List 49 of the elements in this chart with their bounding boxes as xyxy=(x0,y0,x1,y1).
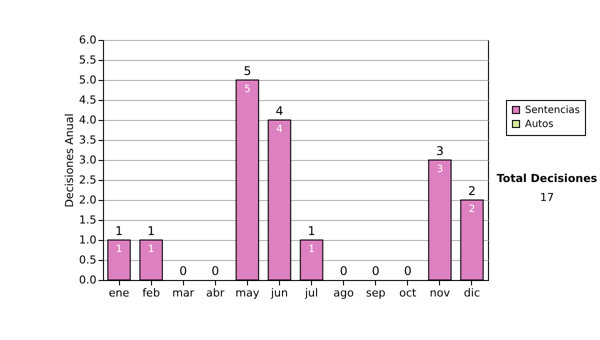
total-label: 5 xyxy=(244,64,252,78)
total-label: 0 xyxy=(404,264,412,278)
x-tick-label: jun xyxy=(270,286,288,300)
data-label: 5 xyxy=(244,84,251,95)
total-label: 0 xyxy=(179,264,188,278)
y-tick-label: 6.0 xyxy=(79,34,96,46)
data-label: 3 xyxy=(436,164,444,175)
x-tick-label: may xyxy=(235,286,260,300)
text: 17 xyxy=(539,191,555,204)
total-label: 0 xyxy=(211,264,220,278)
y-tick-label: 4.5 xyxy=(79,94,96,106)
x-tick-label: mar xyxy=(172,286,195,300)
total-label: 3 xyxy=(436,144,444,158)
y-tick-label: 1.0 xyxy=(79,234,96,246)
y-tick-label: 5.0 xyxy=(79,74,96,86)
x-tick-label: nov xyxy=(430,286,450,300)
y-tick-label: 4.0 xyxy=(79,114,96,126)
x-tick-label: abr xyxy=(206,286,225,300)
x-tick-label: feb xyxy=(142,286,160,300)
y-tick-label: 0.5 xyxy=(79,254,96,266)
y-tick-label: 5.5 xyxy=(79,54,96,66)
x-tick-label: oct xyxy=(399,286,418,300)
y-tick-label: 3.5 xyxy=(79,134,96,146)
legend-label: Autos xyxy=(525,119,554,130)
total-label: 0 xyxy=(372,264,380,278)
y-tick-label: 1.5 xyxy=(79,214,96,226)
total-label: 2 xyxy=(468,184,476,198)
text: Total Decisiones xyxy=(496,172,598,185)
legend-label: Sentencias xyxy=(525,105,580,116)
data-label: 1 xyxy=(308,244,315,255)
total-label: 1 xyxy=(115,224,123,238)
total-label: 0 xyxy=(340,264,348,278)
total-label: 1 xyxy=(308,224,316,238)
x-tick-label: sep xyxy=(366,286,386,300)
y-axis-title: Decisiones Anual xyxy=(63,113,76,208)
x-tick-label: jul xyxy=(304,286,318,300)
data-label: 2 xyxy=(468,204,476,215)
total-label: 1 xyxy=(147,224,155,238)
data-label: 4 xyxy=(276,124,283,135)
data-label: 1 xyxy=(148,244,154,255)
y-tick-label: 3.0 xyxy=(79,154,96,166)
data-label: 1 xyxy=(116,244,122,255)
x-tick-label: ene xyxy=(108,286,130,300)
total-label: 4 xyxy=(276,104,284,118)
x-tick-label: ago xyxy=(333,286,354,300)
y-tick-label: 2.5 xyxy=(79,174,96,186)
x-tick-label: dic xyxy=(464,286,480,300)
y-tick-label: 0.0 xyxy=(79,274,96,286)
y-tick-label: 2.0 xyxy=(79,194,96,206)
